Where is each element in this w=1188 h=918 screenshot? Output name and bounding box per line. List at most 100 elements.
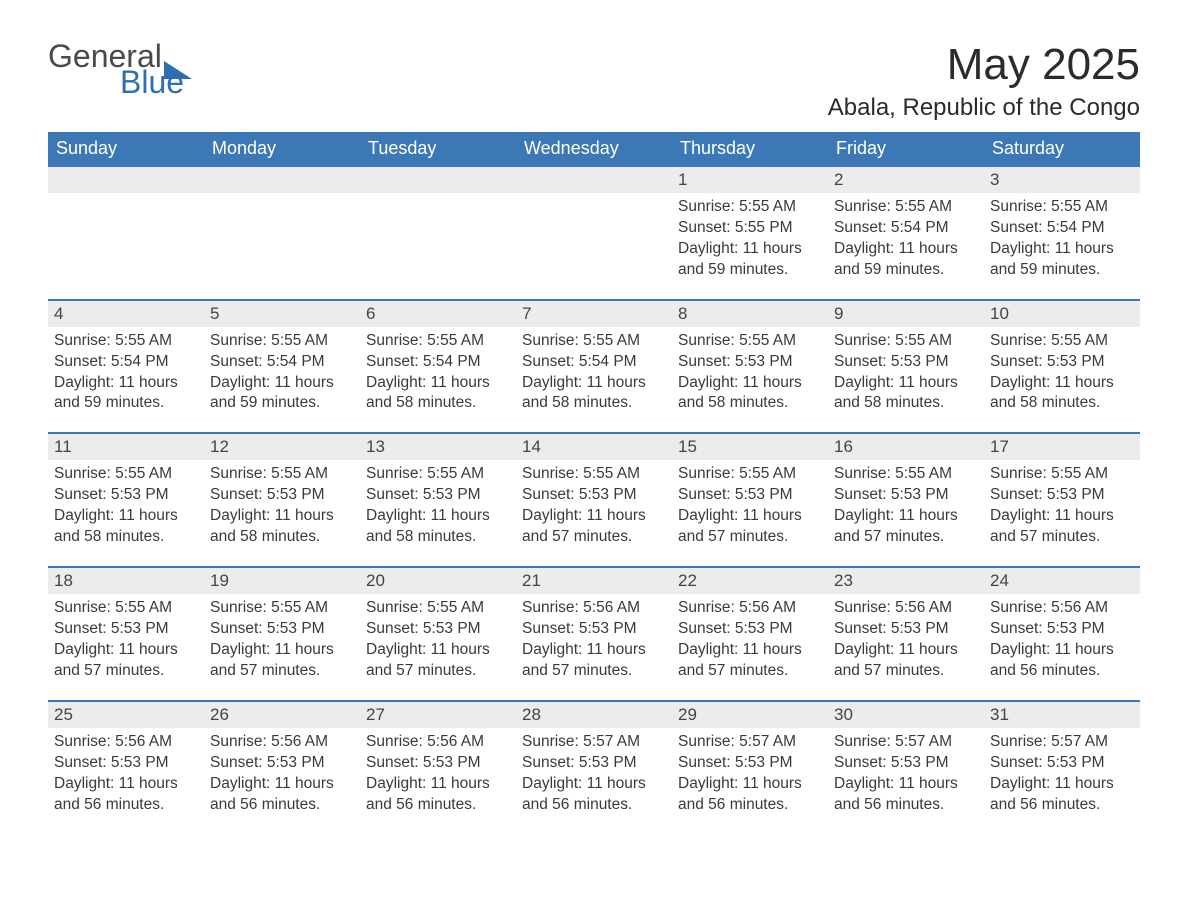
- day-number: 19: [204, 568, 360, 594]
- day-number: 13: [360, 434, 516, 460]
- day-number: 24: [984, 568, 1140, 594]
- day-detail-text: Sunrise: 5:56 AMSunset: 5:53 PMDaylight:…: [990, 598, 1134, 682]
- day-cell: 29 Sunrise: 5:57 AMSunset: 5:53 PMDayligh…: [672, 702, 828, 834]
- day-detail-text: Sunrise: 5:56 AMSunset: 5:53 PMDaylight:…: [522, 598, 666, 682]
- day-cell: 8 Sunrise: 5:55 AMSunset: 5:53 PMDaylight…: [672, 301, 828, 433]
- day-detail-text: Sunrise: 5:55 AMSunset: 5:53 PMDaylight:…: [522, 464, 666, 548]
- dow-cell: Saturday: [984, 132, 1140, 165]
- day-cell: 21 Sunrise: 5:56 AMSunset: 5:53 PMDayligh…: [516, 568, 672, 700]
- day-cell: 18 Sunrise: 5:55 AMSunset: 5:53 PMDayligh…: [48, 568, 204, 700]
- day-cell: 7 Sunrise: 5:55 AMSunset: 5:54 PMDaylight…: [516, 301, 672, 433]
- day-number: 15: [672, 434, 828, 460]
- day-cell: [204, 167, 360, 299]
- week-row: 18Sunrise: 5:55 AMSunset: 5:53 PMDayligh…: [48, 566, 1140, 700]
- day-cell: 19 Sunrise: 5:55 AMSunset: 5:53 PMDayligh…: [204, 568, 360, 700]
- day-number: 12: [204, 434, 360, 460]
- day-cell: 6Sunrise: 5:55 AMSunset: 5:54 PMDaylight…: [360, 301, 516, 433]
- day-number: 29: [672, 702, 828, 728]
- week-row: 25Sunrise: 5:56 AMSunset: 5:53 PMDayligh…: [48, 700, 1140, 834]
- day-detail-text: Sunrise: 5:55 AMSunset: 5:54 PMDaylight:…: [210, 331, 354, 415]
- day-detail-text: Sunrise: 5:55 AMSunset: 5:54 PMDaylight:…: [54, 331, 198, 415]
- dow-cell: Monday: [204, 132, 360, 165]
- day-number: 11: [48, 434, 204, 460]
- location-subtitle: Abala, Republic of the Congo: [828, 94, 1140, 122]
- dow-cell: Friday: [828, 132, 984, 165]
- day-detail-text: Sunrise: 5:56 AMSunset: 5:53 PMDaylight:…: [678, 598, 822, 682]
- day-number: 20: [360, 568, 516, 594]
- day-number: [360, 167, 516, 193]
- day-cell: 14 Sunrise: 5:55 AMSunset: 5:53 PMDayligh…: [516, 434, 672, 566]
- day-detail-text: Sunrise: 5:57 AMSunset: 5:53 PMDaylight:…: [678, 732, 822, 816]
- day-detail-text: Sunrise: 5:56 AMSunset: 5:53 PMDaylight:…: [210, 732, 354, 816]
- day-detail-text: Sunrise: 5:55 AMSunset: 5:54 PMDaylight:…: [366, 331, 510, 415]
- day-number: 2: [828, 167, 984, 193]
- day-cell: 9 Sunrise: 5:55 AMSunset: 5:53 PMDaylight…: [828, 301, 984, 433]
- day-number: 18: [48, 568, 204, 594]
- day-detail-text: Sunrise: 5:57 AMSunset: 5:53 PMDaylight:…: [834, 732, 978, 816]
- day-detail-text: Sunrise: 5:55 AMSunset: 5:53 PMDaylight:…: [834, 331, 978, 415]
- day-number: 22: [672, 568, 828, 594]
- day-cell: 27 Sunrise: 5:56 AMSunset: 5:53 PMDayligh…: [360, 702, 516, 834]
- day-detail-text: Sunrise: 5:55 AMSunset: 5:53 PMDaylight:…: [366, 598, 510, 682]
- day-detail-text: Sunrise: 5:55 AMSunset: 5:53 PMDaylight:…: [54, 598, 198, 682]
- day-detail-text: Sunrise: 5:57 AMSunset: 5:53 PMDaylight:…: [990, 732, 1134, 816]
- day-detail-text: Sunrise: 5:55 AMSunset: 5:53 PMDaylight:…: [678, 464, 822, 548]
- dow-cell: Wednesday: [516, 132, 672, 165]
- day-number: 5: [204, 301, 360, 327]
- header: General Blue May 2025 Abala, Republic of…: [48, 40, 1140, 122]
- day-number: [204, 167, 360, 193]
- day-number: 30: [828, 702, 984, 728]
- day-number: 31: [984, 702, 1140, 728]
- day-cell: 25Sunrise: 5:56 AMSunset: 5:53 PMDayligh…: [48, 702, 204, 834]
- day-number: 8: [672, 301, 828, 327]
- dow-cell: Tuesday: [360, 132, 516, 165]
- calendar: SundayMondayTuesdayWednesdayThursdayFrid…: [48, 132, 1140, 833]
- day-number: 10: [984, 301, 1140, 327]
- day-detail-text: Sunrise: 5:55 AMSunset: 5:53 PMDaylight:…: [366, 464, 510, 548]
- day-detail-text: Sunrise: 5:56 AMSunset: 5:53 PMDaylight:…: [834, 598, 978, 682]
- day-number: 7: [516, 301, 672, 327]
- logo: General Blue: [48, 40, 192, 98]
- day-cell: 10 Sunrise: 5:55 AMSunset: 5:53 PMDayligh…: [984, 301, 1140, 433]
- week-row: 1Sunrise: 5:55 AMSunset: 5:55 PMDaylight…: [48, 165, 1140, 299]
- day-number: 27: [360, 702, 516, 728]
- title-block: May 2025 Abala, Republic of the Congo: [828, 40, 1140, 122]
- day-detail-text: Sunrise: 5:55 AMSunset: 5:53 PMDaylight:…: [210, 464, 354, 548]
- day-number: 9: [828, 301, 984, 327]
- day-cell: [48, 167, 204, 299]
- day-cell: 3Sunrise: 5:55 AMSunset: 5:54 PMDaylight…: [984, 167, 1140, 299]
- day-detail-text: Sunrise: 5:55 AMSunset: 5:53 PMDaylight:…: [990, 331, 1134, 415]
- day-cell: 12 Sunrise: 5:55 AMSunset: 5:53 PMDayligh…: [204, 434, 360, 566]
- day-cell: 15 Sunrise: 5:55 AMSunset: 5:53 PMDayligh…: [672, 434, 828, 566]
- day-detail-text: Sunrise: 5:55 AMSunset: 5:53 PMDaylight:…: [678, 331, 822, 415]
- day-cell: 23 Sunrise: 5:56 AMSunset: 5:53 PMDayligh…: [828, 568, 984, 700]
- dow-cell: Sunday: [48, 132, 204, 165]
- day-cell: [360, 167, 516, 299]
- day-cell: 30 Sunrise: 5:57 AMSunset: 5:53 PMDayligh…: [828, 702, 984, 834]
- day-cell: 26Sunrise: 5:56 AMSunset: 5:53 PMDayligh…: [204, 702, 360, 834]
- day-cell: 17Sunrise: 5:55 AMSunset: 5:53 PMDayligh…: [984, 434, 1140, 566]
- day-detail-text: Sunrise: 5:55 AMSunset: 5:54 PMDaylight:…: [522, 331, 666, 415]
- day-number: 23: [828, 568, 984, 594]
- days-of-week-header: SundayMondayTuesdayWednesdayThursdayFrid…: [48, 132, 1140, 165]
- day-number: 28: [516, 702, 672, 728]
- day-detail-text: Sunrise: 5:56 AMSunset: 5:53 PMDaylight:…: [54, 732, 198, 816]
- day-detail-text: Sunrise: 5:55 AMSunset: 5:55 PMDaylight:…: [678, 197, 822, 281]
- day-number: 14: [516, 434, 672, 460]
- day-cell: 11 Sunrise: 5:55 AMSunset: 5:53 PMDayligh…: [48, 434, 204, 566]
- day-cell: 20 Sunrise: 5:55 AMSunset: 5:53 PMDayligh…: [360, 568, 516, 700]
- dow-cell: Thursday: [672, 132, 828, 165]
- day-cell: [516, 167, 672, 299]
- day-detail-text: Sunrise: 5:56 AMSunset: 5:53 PMDaylight:…: [366, 732, 510, 816]
- day-detail-text: Sunrise: 5:55 AMSunset: 5:53 PMDaylight:…: [54, 464, 198, 548]
- day-cell: 13 Sunrise: 5:55 AMSunset: 5:53 PMDayligh…: [360, 434, 516, 566]
- day-cell: 28Sunrise: 5:57 AMSunset: 5:53 PMDayligh…: [516, 702, 672, 834]
- day-number: 21: [516, 568, 672, 594]
- logo-word2: Blue: [120, 66, 192, 98]
- month-title: May 2025: [828, 40, 1140, 90]
- day-cell: 4Sunrise: 5:55 AMSunset: 5:54 PMDaylight…: [48, 301, 204, 433]
- day-detail-text: Sunrise: 5:55 AMSunset: 5:54 PMDaylight:…: [834, 197, 978, 281]
- day-detail-text: Sunrise: 5:55 AMSunset: 5:53 PMDaylight:…: [210, 598, 354, 682]
- day-cell: 22 Sunrise: 5:56 AMSunset: 5:53 PMDayligh…: [672, 568, 828, 700]
- day-cell: 31 Sunrise: 5:57 AMSunset: 5:53 PMDayligh…: [984, 702, 1140, 834]
